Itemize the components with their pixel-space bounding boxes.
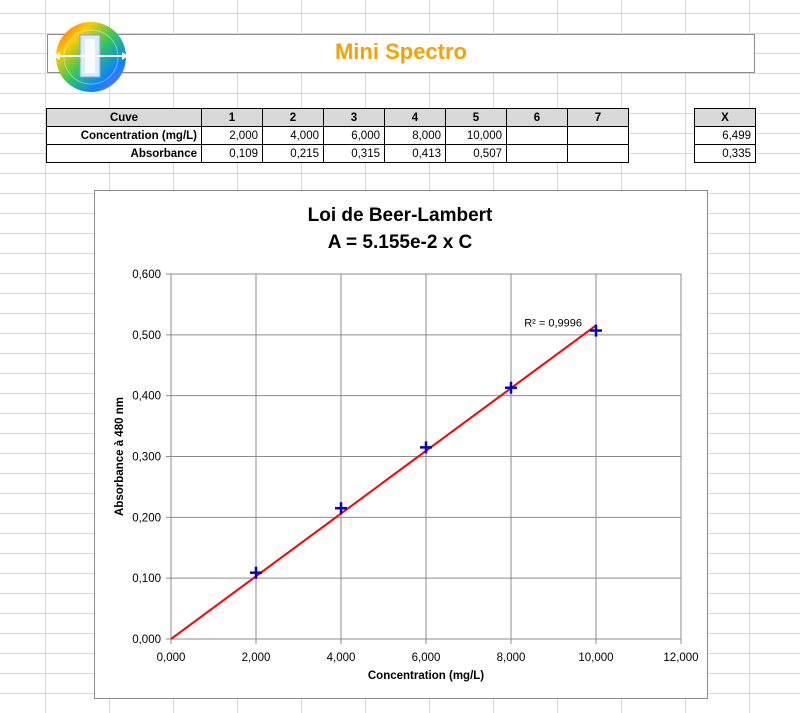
table-cell[interactable]: 6,000	[323, 126, 385, 145]
data-point	[335, 502, 347, 515]
r-squared-label: R² = 0,9996	[524, 317, 582, 329]
y-tick-label: 0,400	[132, 391, 161, 403]
table-header-cell: 6	[506, 108, 568, 127]
y-tick-label: 0,500	[132, 330, 161, 342]
data-point	[505, 381, 517, 394]
x-absorbance-cell[interactable]: 0,335	[694, 144, 756, 163]
y-axis-label: Absorbance à 480 nm	[114, 397, 126, 516]
y-tick-label: 0,200	[132, 512, 161, 524]
y-tick-label: 0,100	[132, 573, 161, 585]
table-header-cell: 3	[323, 108, 385, 127]
chart-title: Loi de Beer-Lambert	[307, 205, 493, 226]
x-tick-label: 10,000	[578, 652, 613, 664]
title-banner: Mini Spectro	[47, 34, 755, 73]
table-cell[interactable]: 0,507	[445, 144, 507, 163]
x-axis-label: Concentration (mg/L)	[368, 670, 484, 682]
x-result-table: X 6,499 0,335	[694, 108, 756, 163]
x-tick-label: 12,000	[663, 652, 698, 664]
data-point	[420, 441, 432, 454]
table-cell[interactable]: 10,000	[445, 126, 507, 145]
y-tick-label: 0,600	[132, 269, 161, 281]
x-tick-label: 8,000	[497, 652, 526, 664]
y-tick-label: 0,300	[132, 452, 161, 464]
table-cell[interactable]: 2,000	[201, 126, 263, 145]
chart-area[interactable]	[94, 190, 708, 699]
data-point	[250, 566, 262, 579]
table-cell[interactable]: 0,413	[384, 144, 446, 163]
app-title: Mini Spectro	[334, 39, 467, 64]
table-cell[interactable]: 8,000	[384, 126, 446, 145]
table-row: 0,335	[694, 144, 756, 163]
data-point	[590, 324, 602, 337]
table-header-cell: 4	[384, 108, 446, 127]
chart-subtitle: A = 5.155e-2 x C	[327, 232, 473, 253]
measurements-table: Cuve 1 2 3 4 5 6 7 Concentration (mg/L) …	[46, 108, 629, 163]
table-header-cell: 1	[201, 108, 263, 127]
x-tick-label: 6,000	[412, 652, 441, 664]
table-header-cell: Cuve	[46, 108, 202, 127]
table-cell[interactable]: 0,109	[201, 144, 263, 163]
row-label: Absorbance	[46, 144, 202, 163]
table-header-row: Cuve 1 2 3 4 5 6 7	[46, 108, 629, 127]
y-tick-label: 0,000	[132, 634, 161, 646]
table-row: Concentration (mg/L) 2,000 4,000 6,000 8…	[46, 126, 629, 145]
x-tick-label: 0,000	[157, 652, 186, 664]
x-tick-label: 4,000	[327, 652, 356, 664]
trendline	[170, 324, 597, 640]
table-cell[interactable]	[567, 144, 629, 163]
x-tick-label: 2,000	[242, 652, 271, 664]
table-cell[interactable]: 0,215	[262, 144, 324, 163]
table-row: Absorbance 0,109 0,215 0,315 0,413 0,507	[46, 144, 629, 163]
table-header-cell: 5	[445, 108, 507, 127]
spectrum-cuvette-logo-icon	[54, 22, 128, 92]
table-header-cell: 7	[567, 108, 629, 127]
